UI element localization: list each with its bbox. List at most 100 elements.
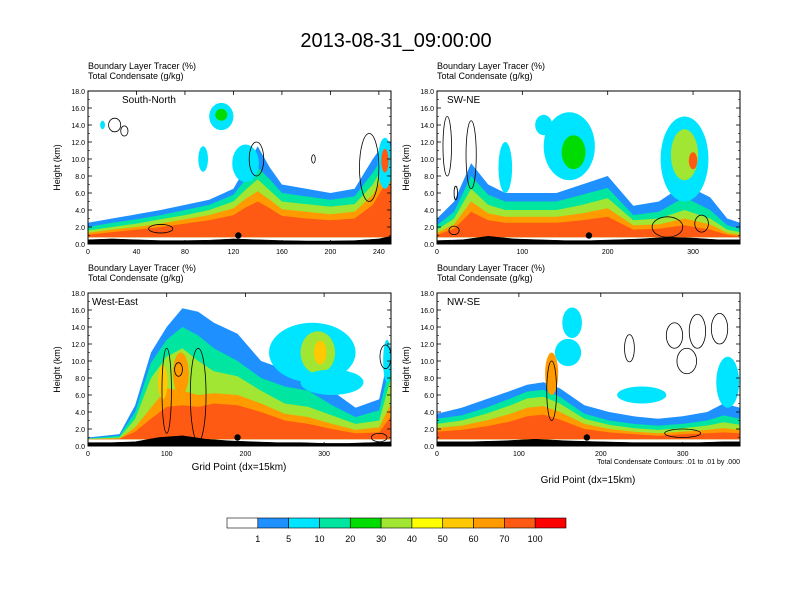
y-tick-label: 18.0 [420, 291, 434, 298]
panel-nw-se: NW-SE Boundary Layer Tracer (%)Total Cond… [401, 263, 741, 458]
y-tick-label: 16.0 [420, 106, 434, 113]
condensate-contour [664, 428, 702, 438]
terrain [88, 435, 391, 446]
panel-south-north: South-North Boundary Layer Tracer (%)Tota… [52, 61, 392, 256]
condensate-contour [174, 362, 183, 377]
y-tick-label: 12.0 [420, 342, 434, 349]
colorbar-swatch [411, 517, 444, 529]
terrain [437, 438, 740, 446]
x-axis-label-right: Grid Point (dx=15km) [541, 475, 636, 486]
x-tick-label: 0 [435, 451, 439, 458]
location-marker [235, 232, 242, 239]
tracer-band-70 [88, 184, 391, 238]
panel-title-tracer: Boundary Layer Tracer (%) [437, 263, 545, 273]
y-tick-label: 4.0 [75, 410, 85, 417]
y-axis-label: Height (km) [52, 346, 62, 393]
y-tick-label: 8.0 [75, 174, 85, 181]
condensate-contour [465, 120, 477, 190]
y-tick-label: 12.0 [71, 140, 85, 147]
x-tick-label: 200 [602, 249, 614, 256]
y-tick-label: 10.0 [420, 157, 434, 164]
panel-label: South-North [122, 95, 176, 106]
colorbar-swatch [288, 517, 320, 529]
tracer-blob [100, 120, 105, 130]
tracer-blob [554, 338, 582, 367]
terrain [88, 236, 391, 244]
tracer-band-70 [437, 414, 740, 440]
plot-area [437, 293, 740, 446]
condensate-contour [546, 360, 557, 421]
contour-note: Total Condensate Contours: .01 to .01 by… [597, 459, 740, 466]
terrain [437, 236, 740, 244]
condensate-contour [189, 347, 207, 443]
condensate-contour [108, 117, 122, 133]
panel-title-tracer: Boundary Layer Tracer (%) [437, 61, 545, 71]
tracer-blob [381, 148, 389, 173]
panel-title-tracer: Boundary Layer Tracer (%) [88, 263, 196, 273]
condensate-contour [442, 116, 452, 177]
colorbar: 1 5 10 20 30 40 50 60 70 100 [226, 517, 567, 544]
x-tick-label: 80 [181, 249, 189, 256]
tracer-blob [215, 108, 228, 121]
panel-title-condensate: Total Condensate (g/kg) [437, 273, 533, 283]
y-tick-label: 0.0 [424, 444, 434, 451]
colorbar-swatch [349, 517, 382, 529]
tracer-blob [688, 152, 698, 170]
tracer-blob [561, 135, 586, 170]
condensate-contour [453, 185, 458, 201]
x-tick-label: 240 [373, 249, 385, 256]
x-tick-label: 200 [325, 249, 337, 256]
y-tick-label: 8.0 [75, 376, 85, 383]
x-tick-label: 0 [435, 249, 439, 256]
y-tick-label: 6.0 [424, 393, 434, 400]
panel-title-condensate: Total Condensate (g/kg) [88, 273, 184, 283]
tracer-blob [313, 340, 327, 365]
colorbar-label: 10 [314, 534, 324, 544]
panel-title-tracer: Boundary Layer Tracer (%) [88, 61, 196, 71]
x-axis-label-left: Grid Point (dx=15km) [192, 462, 287, 473]
y-tick-label: 6.0 [75, 393, 85, 400]
colorbar-label: 70 [499, 534, 509, 544]
y-tick-label: 0.0 [75, 444, 85, 451]
y-tick-label: 0.0 [75, 242, 85, 249]
tracer-blob [562, 307, 582, 339]
x-tick-label: 0 [86, 451, 90, 458]
y-tick-label: 4.0 [424, 410, 434, 417]
tracer-band-70 [88, 403, 391, 440]
x-tick-label: 160 [276, 249, 288, 256]
main-title: 2013-08-31_09:00:00 [300, 30, 492, 52]
colorbar-label: 5 [286, 534, 291, 544]
panel-label: NW-SE [447, 297, 480, 308]
condensate-contour [248, 141, 265, 177]
panel-west-east: West-East Boundary Layer Tracer (%)Total … [52, 263, 392, 458]
condensate-contour [651, 216, 684, 238]
y-tick-label: 16.0 [71, 308, 85, 315]
colorbar-label: 20 [345, 534, 355, 544]
panel-title-condensate: Total Condensate (g/kg) [88, 71, 184, 81]
y-tick-label: 16.0 [420, 308, 434, 315]
condensate-contour [448, 225, 460, 236]
y-tick-label: 18.0 [71, 89, 85, 96]
x-tick-label: 100 [513, 451, 525, 458]
colorbar-swatch [442, 517, 474, 529]
condensate-contour [311, 154, 316, 164]
y-tick-label: 18.0 [71, 291, 85, 298]
condensate-contour [676, 347, 697, 375]
tracer-blob [300, 369, 364, 395]
panel-label: West-East [92, 297, 138, 308]
condensate-contour [120, 125, 129, 137]
x-tick-label: 0 [86, 249, 90, 256]
y-tick-label: 8.0 [424, 376, 434, 383]
y-tick-label: 14.0 [420, 123, 434, 130]
y-tick-label: 12.0 [420, 140, 434, 147]
tracer-band-70 [437, 211, 740, 238]
plot-area [88, 293, 391, 446]
condensate-contour [665, 322, 684, 349]
y-axis-label: Height (km) [52, 144, 62, 191]
tracer-blob [198, 146, 208, 172]
tracer-blob [617, 386, 667, 404]
colorbar-label: 100 [528, 534, 543, 544]
y-tick-label: 0.0 [424, 242, 434, 249]
panel-label: SW-NE [447, 95, 480, 106]
